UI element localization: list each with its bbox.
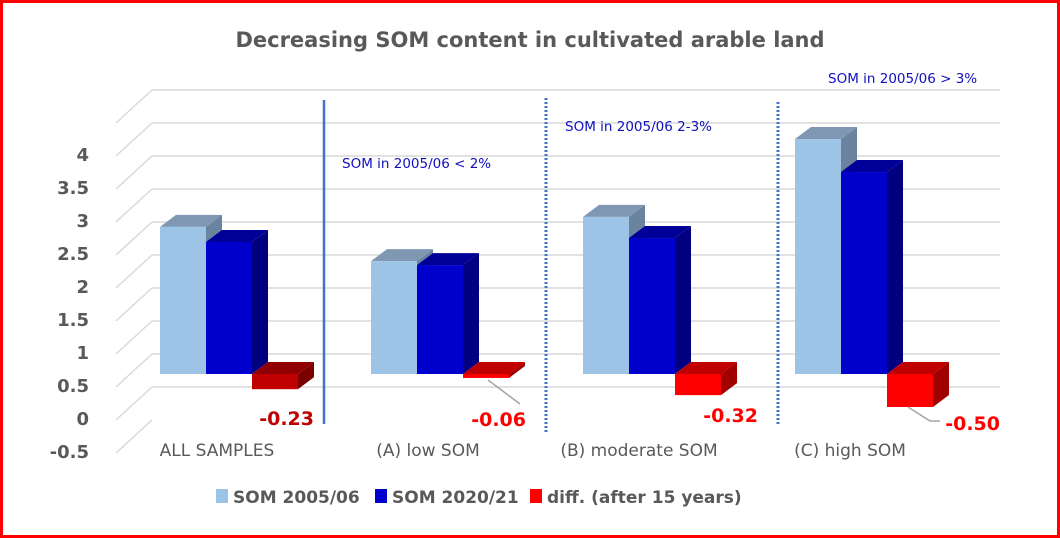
gridline-side — [115, 221, 153, 256]
chart-title: Decreasing SOM content in cultivated ara… — [235, 28, 824, 52]
bar-diff — [675, 362, 737, 396]
data-label: -0.50 — [945, 413, 1000, 435]
bar-som-2020-side — [675, 226, 691, 374]
legend-swatch — [216, 489, 228, 503]
gridline-side — [115, 155, 153, 190]
bar-som-2020-front — [629, 238, 675, 374]
bar-diff-front — [252, 374, 298, 390]
bar-diff — [887, 362, 949, 407]
legend-swatch — [530, 489, 542, 503]
legend-swatch — [375, 489, 387, 503]
bar-diff-side — [721, 362, 737, 396]
bar-diff-top — [463, 362, 525, 374]
y-tick-label: 0 — [76, 409, 89, 430]
category-label: (A) low SOM — [376, 441, 480, 461]
bar-som-2005-top — [371, 249, 433, 262]
gridline-side — [115, 122, 153, 157]
bar-diff-front — [463, 374, 509, 378]
bar-som-2020 — [841, 160, 903, 374]
bar-som-2005-front — [160, 226, 206, 374]
bar-diff-front — [675, 374, 721, 396]
gridline-side — [115, 419, 153, 454]
gridline-side — [115, 89, 153, 124]
legend-label: SOM 2020/21 — [392, 488, 519, 508]
bar-som-2020 — [417, 253, 479, 374]
data-label: -0.32 — [703, 405, 758, 427]
bar-som-2020-front — [417, 265, 463, 374]
bar-som-2020-front — [841, 172, 887, 374]
y-tick-label: 2.5 — [57, 244, 89, 265]
gridline-side — [115, 386, 153, 421]
y-tick-label: -0.5 — [50, 442, 89, 463]
bar-som-2020-side — [463, 253, 479, 374]
bar-diff-front — [887, 374, 933, 407]
y-tick-label: 3.5 — [57, 178, 89, 199]
bar-som-2020-top — [841, 160, 903, 173]
bar-som-2020-side — [252, 230, 268, 374]
leader-line — [487, 379, 521, 405]
gridline-side — [115, 353, 153, 388]
bar-diff — [252, 362, 314, 390]
data-label: -0.23 — [259, 408, 314, 430]
leader-line — [907, 406, 940, 422]
bar-som-2005-front — [583, 216, 629, 374]
bar-diff-top — [252, 362, 314, 374]
bar-som-2020-top — [629, 226, 691, 239]
bar-diff — [463, 362, 525, 378]
bar-som-2020-top — [417, 253, 479, 266]
bar-som-2005-top — [795, 127, 857, 140]
category-labels: ALL SAMPLES (A) low SOM (B) moderate SOM (C… — [160, 441, 906, 461]
bar-diff-side — [509, 362, 525, 378]
legend-label: diff. (after 15 years) — [547, 488, 742, 508]
data-labels: -0.23 -0.06 -0.32 -0.50 — [259, 379, 1000, 435]
bar-diff-side — [933, 362, 949, 407]
category-label: ALL SAMPLES — [160, 441, 275, 461]
category-label: (B) moderate SOM — [560, 441, 717, 461]
bar-som-2005-top — [160, 214, 222, 227]
gridline-side — [115, 254, 153, 289]
annotations: SOM in 2005/06 < 2% SOM in 2005/06 2-3% SO… — [342, 71, 977, 172]
bar-diff-top — [675, 362, 737, 374]
annotation: SOM in 2005/06 2-3% — [565, 119, 712, 135]
group-separators — [322, 98, 780, 432]
bar-diff-top — [887, 362, 949, 374]
bar-som-2020 — [629, 226, 691, 374]
bar-som-2005-front — [795, 139, 841, 374]
bar-som-2020 — [206, 230, 268, 374]
y-tick-label: 3 — [76, 211, 89, 232]
annotation: SOM in 2005/06 > 3% — [828, 71, 977, 87]
y-tick-label: 1 — [76, 343, 89, 364]
bar-som-2005-front — [371, 261, 417, 374]
legend-label: SOM 2005/06 — [233, 488, 360, 508]
bar-diff-side — [298, 362, 314, 390]
bar-som-2005-top — [583, 204, 645, 217]
y-tick-label: 1.5 — [57, 310, 89, 331]
bar-som-2020-front — [206, 242, 252, 374]
data-label: -0.06 — [471, 409, 526, 431]
y-tick-label: 2 — [76, 277, 89, 298]
y-axis-ticks: 4 3.5 3 2.5 2 1.5 1 0.5 0 -0.5 — [50, 145, 89, 463]
legend: SOM 2005/06 SOM 2020/21 diff. (after 15 ye… — [216, 488, 742, 508]
y-tick-label: 0.5 — [57, 376, 89, 397]
category-label: (C) high SOM — [794, 441, 906, 461]
bar-som-2020-top — [206, 230, 268, 242]
gridline-side — [115, 320, 153, 355]
bars — [160, 127, 949, 407]
y-tick-label: 4 — [76, 145, 89, 166]
gridline-side — [115, 287, 153, 322]
bar-som-2020-side — [887, 160, 903, 374]
annotation: SOM in 2005/06 < 2% — [342, 156, 491, 172]
gridline-side — [115, 188, 153, 223]
